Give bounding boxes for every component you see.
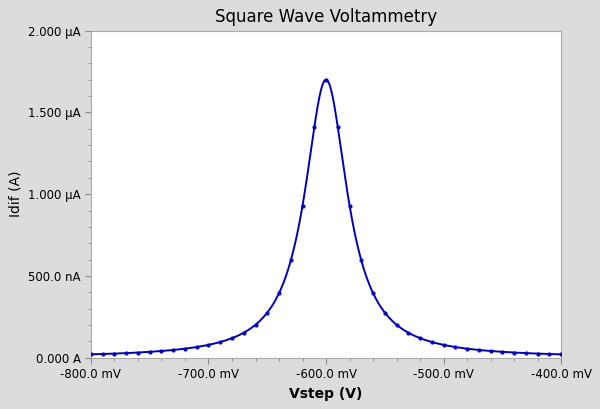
- Y-axis label: Idif (A): Idif (A): [8, 171, 22, 218]
- Title: Square Wave Voltammetry: Square Wave Voltammetry: [215, 8, 437, 26]
- X-axis label: Vstep (V): Vstep (V): [289, 387, 363, 401]
